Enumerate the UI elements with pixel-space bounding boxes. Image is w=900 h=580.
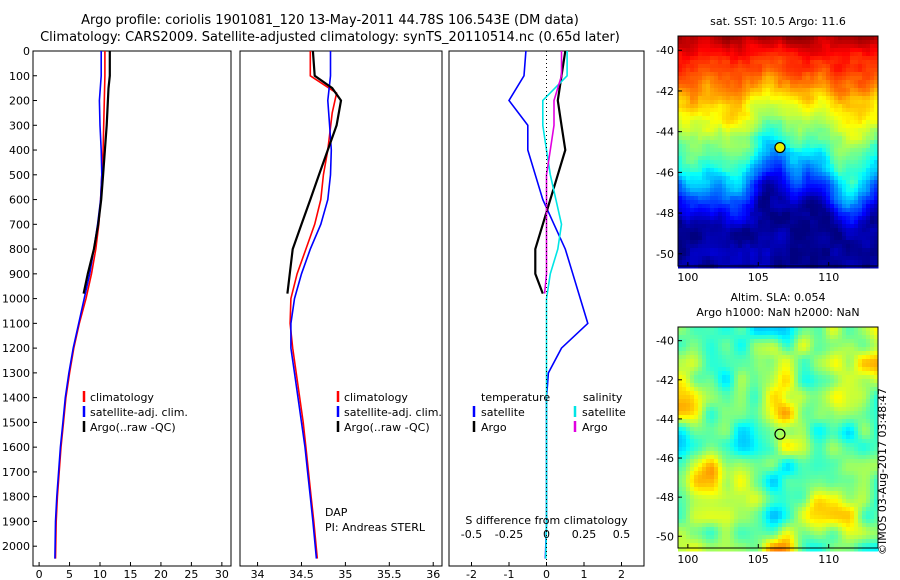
temperature-ytick-label: 400 bbox=[9, 144, 30, 157]
sla-map-xtick-label: 110 bbox=[818, 553, 839, 566]
differences-xtick-label: 2 bbox=[618, 568, 625, 580]
temperature-frame bbox=[32, 50, 232, 567]
salinity-xtick-label: 35 bbox=[338, 568, 352, 580]
temperature-ytick-label: 1900 bbox=[2, 515, 30, 528]
sla-map-grid bbox=[678, 327, 879, 552]
sst-map-ytick-label: -44 bbox=[656, 126, 674, 139]
sst-map-ytick-label: -40 bbox=[656, 44, 674, 57]
diff-legend-label-sal: Argo bbox=[582, 421, 608, 434]
sst-map-xtick-label: 105 bbox=[748, 271, 769, 284]
salinity-series-satellite-adj-clim- bbox=[290, 51, 333, 559]
temperature-ytick-label: 800 bbox=[9, 243, 30, 256]
salinity-xtick-label: 36 bbox=[426, 568, 440, 580]
diff-s-tick-label: 0.5 bbox=[613, 528, 631, 541]
sal-legend-label: satellite-adj. clim. bbox=[344, 406, 442, 419]
diff-legend-label-sal: satellite bbox=[582, 406, 626, 419]
temperature-series-satellite-adj-clim- bbox=[54, 51, 103, 559]
diff-legend-label-temp: satellite bbox=[481, 406, 525, 419]
sla-map-ytick-label: -44 bbox=[656, 413, 674, 426]
sla-map-xtick-label: 100 bbox=[677, 553, 698, 566]
differences-series-temperature-argo bbox=[534, 50, 567, 294]
sla-argo-marker bbox=[774, 428, 786, 440]
sst-map-xtick-label: 110 bbox=[818, 271, 839, 284]
sal-legend-label: Argo(..raw -QC) bbox=[344, 421, 430, 434]
credit-text: ©IMOS 03-Aug-2017 03:48:47 bbox=[876, 388, 889, 555]
temp-legend-label: climatology bbox=[90, 391, 154, 404]
sla-map-frame bbox=[677, 326, 879, 549]
sla-map-ytick-label: -48 bbox=[656, 491, 674, 504]
temperature-ytick-label: 300 bbox=[9, 119, 30, 132]
temperature-ytick-label: 500 bbox=[9, 169, 30, 182]
salinity-xtick-label: 34 bbox=[251, 568, 265, 580]
differences-series-salinity-argo bbox=[543, 51, 563, 294]
diff-s-tick-label: -0.25 bbox=[495, 528, 523, 541]
temperature-ytick-label: 1100 bbox=[2, 317, 30, 330]
temperature-ytick-label: 1600 bbox=[2, 441, 30, 454]
diff-s-tick-label: 0 bbox=[543, 528, 550, 541]
temperature-xtick-label: 15 bbox=[123, 568, 137, 580]
sst-map-frame bbox=[677, 35, 879, 267]
temp-legend-label: Argo(..raw -QC) bbox=[90, 421, 176, 434]
sal-legend-label: climatology bbox=[344, 391, 408, 404]
temperature-ytick-label: 700 bbox=[9, 218, 30, 231]
diff-s-tick-label: 0.25 bbox=[572, 528, 597, 541]
sal-annotation-dap: DAP bbox=[325, 506, 348, 519]
temperature-ytick-label: 200 bbox=[9, 95, 30, 108]
differences-xtick-label: -1 bbox=[504, 568, 515, 580]
temperature-ytick-label: 1200 bbox=[2, 342, 30, 355]
temp-legend-label: satellite-adj. clim. bbox=[90, 406, 188, 419]
differences-xtick-label: 0 bbox=[543, 568, 550, 580]
diff-legend-header-salinity: salinity bbox=[583, 391, 623, 404]
figure-title-line1: Argo profile: coriolis 1901081_120 13-Ma… bbox=[81, 13, 579, 28]
sla-map-ytick-label: -50 bbox=[656, 530, 674, 543]
temperature-xtick-label: 20 bbox=[154, 568, 168, 580]
sla-map-title-line1: Altim. SLA: 0.054 bbox=[730, 291, 825, 304]
temperature-ytick-label: 900 bbox=[9, 268, 30, 281]
temperature-ytick-label: 1000 bbox=[2, 293, 30, 306]
sla-map-ytick-label: -42 bbox=[656, 374, 674, 387]
salinity-xtick-label: 34.5 bbox=[289, 568, 314, 580]
diff-s-tick-label: -0.5 bbox=[461, 528, 482, 541]
sst-map-title: sat. SST: 10.5 Argo: 11.6 bbox=[710, 15, 846, 28]
temperature-xtick-label: 5 bbox=[66, 568, 73, 580]
temperature-xtick-label: 10 bbox=[93, 568, 107, 580]
figure-title-line2: Climatology: CARS2009. Satellite-adjuste… bbox=[40, 30, 620, 45]
sst-map-xtick-label: 100 bbox=[677, 271, 698, 284]
temperature-ytick-label: 2000 bbox=[2, 540, 30, 553]
temperature-ytick-label: 100 bbox=[9, 70, 30, 83]
temperature-ytick-label: 1700 bbox=[2, 466, 30, 479]
temperature-ytick-label: 1800 bbox=[2, 491, 30, 504]
sst-map-ytick-label: -50 bbox=[656, 248, 674, 261]
diff-s-xlabel: S difference from climatology bbox=[465, 514, 628, 527]
diff-legend-label-temp: Argo bbox=[481, 421, 507, 434]
salinity-series-climatology bbox=[289, 51, 338, 559]
salinity-frame bbox=[239, 50, 443, 567]
temperature-ytick-label: 1500 bbox=[2, 416, 30, 429]
temperature-xtick-label: 25 bbox=[184, 568, 198, 580]
differences-xtick-label: -2 bbox=[466, 568, 477, 580]
sal-annotation-pi: PI: Andreas STERL bbox=[325, 521, 426, 534]
sla-map-ytick-label: -40 bbox=[656, 335, 674, 348]
sst-map-grid bbox=[678, 36, 879, 269]
salinity-xtick-label: 35.5 bbox=[377, 568, 402, 580]
sst-map-ytick-label: -48 bbox=[656, 207, 674, 220]
salinity-series-argo-raw-qc- bbox=[286, 50, 343, 294]
temperature-xtick-label: 0 bbox=[36, 568, 43, 580]
temperature-ytick-label: 1400 bbox=[2, 392, 30, 405]
temperature-ytick-label: 0 bbox=[23, 45, 30, 58]
temperature-ytick-label: 600 bbox=[9, 194, 30, 207]
diff-legend-header-temperature: temperature bbox=[481, 391, 550, 404]
sla-map-ytick-label: -46 bbox=[656, 452, 674, 465]
sst-map-ytick-label: -42 bbox=[656, 85, 674, 98]
temperature-series-argo-raw-qc- bbox=[82, 51, 111, 294]
sla-map-xtick-label: 105 bbox=[748, 553, 769, 566]
temperature-ytick-label: 1300 bbox=[2, 367, 30, 380]
differences-xtick-label: 1 bbox=[581, 568, 588, 580]
sla-map-title-line2: Argo h1000: NaN h2000: NaN bbox=[696, 306, 859, 319]
sst-map-ytick-label: -46 bbox=[656, 166, 674, 179]
sst-argo-marker bbox=[774, 141, 786, 154]
temperature-xtick-label: 30 bbox=[215, 568, 229, 580]
